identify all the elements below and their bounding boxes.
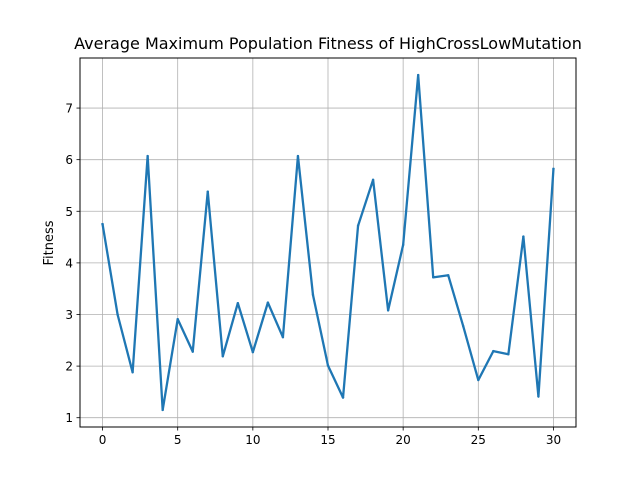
y-axis-label: Fitness: [42, 220, 57, 265]
y-tick-label: 1: [65, 411, 73, 425]
data-point: [266, 301, 270, 304]
data-point: [236, 301, 240, 305]
chart-title: Average Maximum Population Fitness of Hi…: [74, 34, 582, 53]
data-point: [101, 222, 104, 226]
y-tick-label: 5: [65, 205, 73, 219]
data-point: [221, 355, 224, 358]
series-layer: [101, 73, 555, 412]
data-point: [326, 364, 330, 367]
grid: [80, 58, 576, 427]
data-point: [477, 378, 480, 382]
data-point: [386, 309, 390, 312]
data-point: [146, 154, 149, 158]
data-point: [191, 350, 194, 353]
data-point: [296, 154, 300, 158]
data-point: [537, 395, 540, 398]
x-tick-label: 25: [471, 433, 486, 447]
x-tick-label: 20: [396, 433, 411, 447]
data-point: [492, 349, 495, 353]
x-tick-label: 0: [99, 433, 107, 447]
y-tick-label: 4: [65, 256, 73, 270]
data-point: [507, 353, 510, 356]
data-point: [356, 224, 360, 227]
x-axis: 0 5 10 15 20 25 30: [99, 427, 561, 447]
y-tick-label: 3: [65, 308, 73, 322]
data-point: [176, 317, 179, 321]
data-point: [341, 396, 345, 399]
data-point: [311, 293, 315, 297]
data-point: [116, 313, 119, 316]
data-point: [522, 235, 525, 238]
data-point: [251, 350, 255, 354]
data-point: [462, 325, 465, 328]
data-point: [161, 408, 164, 412]
y-tick-label: 2: [65, 360, 73, 374]
x-tick-label: 30: [546, 433, 561, 447]
data-point: [432, 276, 435, 279]
y-tick-label: 6: [65, 153, 73, 167]
y-axis: 1 2 3 4 5 6 7: [65, 102, 80, 425]
data-point: [416, 73, 420, 77]
x-tick-label: 10: [245, 433, 260, 447]
x-tick-label: 15: [320, 433, 335, 447]
data-point: [552, 167, 555, 171]
data-point: [206, 190, 209, 193]
y-tick-label: 7: [65, 102, 73, 116]
x-tick-label: 5: [174, 433, 182, 447]
data-point: [371, 178, 375, 181]
data-point: [131, 371, 134, 374]
data-point: [447, 274, 450, 277]
data-point: [281, 336, 285, 339]
data-point: [401, 243, 405, 247]
